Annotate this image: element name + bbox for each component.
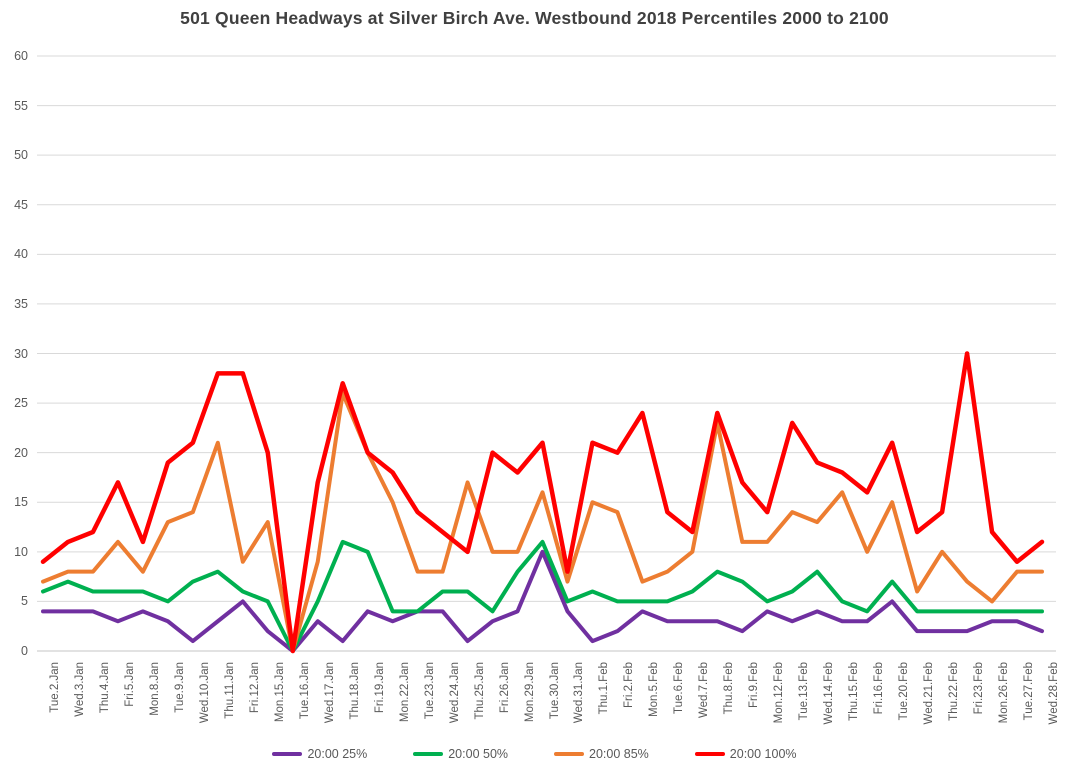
legend-item-20-00-25-: 20:00 25% bbox=[272, 747, 367, 761]
legend-item-20-00-50-: 20:00 50% bbox=[413, 747, 508, 761]
y-tick-label: 15 bbox=[14, 495, 28, 510]
x-tick-label: Tue.13.Feb bbox=[798, 662, 811, 721]
x-tick-label: Mon.8.Jan bbox=[148, 662, 161, 716]
legend-label: 20:00 100% bbox=[729, 747, 797, 761]
x-tick-label: Wed.7.Feb bbox=[698, 662, 711, 719]
x-tick-label: Tue.27.Feb bbox=[1023, 662, 1036, 721]
legend-label: 20:00 85% bbox=[589, 747, 649, 761]
x-tick-label: Thu.11.Jan bbox=[223, 662, 236, 719]
y-tick-label: 25 bbox=[14, 396, 28, 411]
x-tick-label: Tue.20.Feb bbox=[898, 662, 911, 721]
x-tick-label: Fri.26.Jan bbox=[498, 662, 511, 714]
legend: 20:00 25% 20:00 50% 20:00 85% 20:00 100% bbox=[0, 747, 1069, 761]
x-tick-label: Thu.1.Feb bbox=[598, 662, 611, 715]
legend-line-swatch-icon bbox=[554, 751, 585, 757]
legend-item-20-00-85-: 20:00 85% bbox=[554, 747, 649, 761]
x-tick-label: Tue.23.Jan bbox=[423, 662, 436, 720]
x-tick-label: Thu.25.Jan bbox=[473, 662, 486, 720]
legend-line-swatch-icon bbox=[413, 751, 444, 757]
x-tick-label: Wed.24.Jan bbox=[448, 662, 461, 724]
x-tick-label: Wed.10.Jan bbox=[198, 662, 211, 724]
series-line-20-00-25- bbox=[41, 549, 1044, 653]
x-tick-label: Tue.30.Jan bbox=[548, 662, 561, 720]
x-tick-label: Tue.2.Jan bbox=[49, 662, 61, 713]
y-tick-label: 55 bbox=[14, 98, 28, 113]
series-line-20-00-50- bbox=[41, 539, 1044, 653]
x-tick-label: Fri.5.Jan bbox=[123, 662, 136, 707]
x-tick-label: Fri.23.Feb bbox=[973, 662, 986, 715]
x-tick-label: Fri.12.Jan bbox=[248, 662, 261, 714]
y-tick-label: 35 bbox=[14, 296, 28, 311]
y-tick-label: 10 bbox=[14, 544, 28, 559]
y-tick-label: 50 bbox=[14, 148, 28, 163]
y-tick-label: 20 bbox=[14, 445, 28, 460]
x-tick-label: Wed.3.Jan bbox=[73, 662, 86, 717]
y-tick-label: 60 bbox=[14, 49, 28, 63]
x-tick-label: Mon.12.Feb bbox=[773, 662, 786, 724]
y-tick-label: 45 bbox=[14, 197, 28, 212]
y-tick-label: 5 bbox=[21, 594, 28, 609]
series-line-20-00-85- bbox=[41, 391, 1044, 653]
legend-line-swatch-icon bbox=[272, 751, 303, 757]
x-tick-label: Wed.28.Feb bbox=[1048, 662, 1060, 725]
chart-title: 501 Queen Headways at Silver Birch Ave. … bbox=[180, 8, 889, 28]
x-tick-label: Tue.16.Jan bbox=[298, 662, 311, 720]
legend-label: 20:00 50% bbox=[448, 747, 509, 761]
x-tick-label: Fri.19.Jan bbox=[373, 662, 386, 714]
x-tick-label: Mon.15.Jan bbox=[273, 662, 286, 723]
x-tick-label: Mon.5.Feb bbox=[648, 662, 661, 717]
x-tick-label: Tue.6.Feb bbox=[673, 662, 686, 714]
x-tick-label: Tue.9.Jan bbox=[173, 662, 186, 713]
legend-item-20-00-100-: 20:00 100% bbox=[694, 747, 797, 761]
x-tick-label: Thu.18.Jan bbox=[348, 662, 361, 720]
x-tick-label: Mon.29.Jan bbox=[523, 662, 536, 723]
x-tick-label: Thu.22.Feb bbox=[948, 662, 961, 721]
x-tick-label: Thu.15.Feb bbox=[848, 662, 861, 721]
x-tick-label: Thu.4.Jan bbox=[98, 662, 111, 714]
legend-label: 20:00 25% bbox=[307, 747, 368, 761]
series-line-20-00-100- bbox=[40, 351, 1045, 654]
x-tick-label: Mon.22.Jan bbox=[398, 662, 411, 723]
x-tick-label: Wed.21.Feb bbox=[923, 662, 936, 725]
x-tick-label: Wed.17.Jan bbox=[323, 662, 336, 724]
x-tick-label: Wed.14.Feb bbox=[823, 662, 836, 725]
y-tick-label: 30 bbox=[14, 346, 28, 361]
y-tick-label: 40 bbox=[14, 247, 28, 262]
x-tick-label: Wed.31.Jan bbox=[573, 662, 586, 724]
x-tick-label: Fri.16.Feb bbox=[873, 662, 886, 715]
x-tick-label: Mon.26.Feb bbox=[998, 662, 1011, 724]
x-tick-label: Thu.8.Feb bbox=[723, 662, 736, 715]
y-tick-label: 0 bbox=[21, 644, 28, 658]
legend-line-swatch-icon bbox=[694, 751, 725, 757]
x-tick-label: Fri.9.Feb bbox=[748, 662, 761, 709]
x-tick-label: Fri.2.Feb bbox=[623, 662, 636, 709]
